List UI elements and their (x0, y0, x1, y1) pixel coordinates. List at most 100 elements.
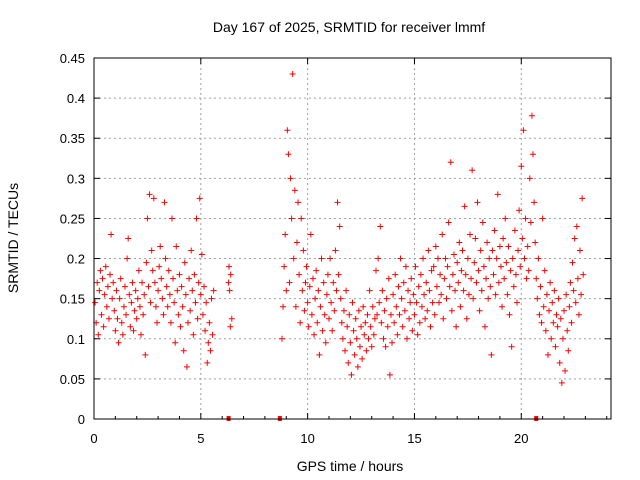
data-point (308, 311, 315, 318)
data-point (558, 379, 565, 386)
data-point (182, 291, 189, 298)
data-point (445, 219, 452, 226)
data-point (536, 311, 543, 318)
data-point (579, 195, 586, 202)
data-point (327, 255, 334, 262)
data-point (519, 235, 526, 242)
data-point (385, 275, 392, 282)
data-point (496, 243, 503, 250)
data-point (188, 247, 195, 254)
data-point (549, 299, 556, 306)
data-point (387, 311, 394, 318)
data-point (346, 311, 353, 318)
data-point (110, 279, 117, 286)
data-point (102, 263, 109, 270)
data-point (158, 275, 165, 282)
data-point (157, 243, 164, 250)
data-point (202, 327, 209, 334)
data-point (485, 295, 492, 302)
data-point (552, 343, 559, 350)
grid-lines (94, 58, 611, 419)
data-point (500, 235, 507, 242)
data-point (112, 327, 119, 334)
data-point (455, 279, 462, 286)
data-point (196, 195, 203, 202)
data-point (425, 247, 432, 254)
x-tick-label: 15 (407, 431, 421, 446)
data-point (370, 331, 377, 338)
data-point (361, 331, 368, 338)
data-point (329, 327, 336, 334)
data-point (532, 239, 539, 246)
data-point (399, 323, 406, 330)
data-point (136, 303, 143, 310)
data-point (367, 323, 374, 330)
data-point (317, 303, 324, 310)
data-point (287, 175, 294, 182)
data-point (92, 299, 99, 306)
data-point (555, 295, 562, 302)
data-point (423, 279, 430, 286)
data-point (323, 291, 330, 298)
data-point (181, 259, 188, 266)
data-point (524, 243, 531, 250)
data-point (105, 315, 112, 322)
data-point (138, 331, 144, 338)
data-point (405, 287, 412, 294)
data-point (382, 343, 389, 350)
data-point (364, 311, 371, 318)
data-point (369, 303, 376, 310)
data-point (518, 163, 525, 170)
data-point (206, 319, 213, 326)
data-point (192, 299, 199, 306)
data-point (472, 235, 479, 242)
data-point (416, 319, 423, 326)
y-tick-label: 0.2 (67, 252, 85, 267)
data-point (563, 291, 570, 298)
data-point (298, 215, 305, 222)
data-point (484, 239, 491, 246)
data-point (340, 307, 347, 314)
data-point (551, 287, 558, 294)
data-point (511, 227, 518, 234)
data-point (311, 331, 318, 338)
data-point (561, 307, 567, 314)
data-point (414, 331, 421, 338)
data-point (209, 331, 216, 338)
data-point (147, 299, 154, 306)
data-point (319, 327, 326, 334)
data-point (347, 339, 354, 346)
data-point (363, 347, 370, 354)
data-point (540, 303, 547, 310)
data-point (437, 271, 444, 278)
data-point (544, 351, 551, 358)
data-point (100, 323, 107, 330)
data-point (381, 307, 388, 314)
data-point (570, 287, 577, 294)
data-point (351, 351, 358, 358)
data-point (539, 215, 546, 222)
data-point (461, 203, 468, 210)
data-point (288, 215, 295, 222)
data-point (167, 319, 174, 326)
data-point (567, 279, 574, 286)
data-point (114, 315, 121, 322)
data-point (493, 255, 500, 262)
data-point (113, 287, 120, 294)
data-point (193, 215, 200, 222)
x-tick-label: 20 (514, 431, 528, 446)
data-point (177, 323, 184, 330)
data-point (354, 363, 361, 370)
data-point (568, 319, 575, 326)
data-point (443, 295, 450, 302)
data-point (187, 307, 194, 314)
data-points (92, 71, 587, 421)
data-point (103, 303, 110, 310)
data-point (353, 335, 360, 342)
data-point (195, 279, 202, 286)
plot-frame (93, 57, 612, 420)
x-axis-label: GPS time / hours (297, 458, 404, 474)
data-point (358, 323, 365, 330)
data-point (227, 323, 234, 330)
